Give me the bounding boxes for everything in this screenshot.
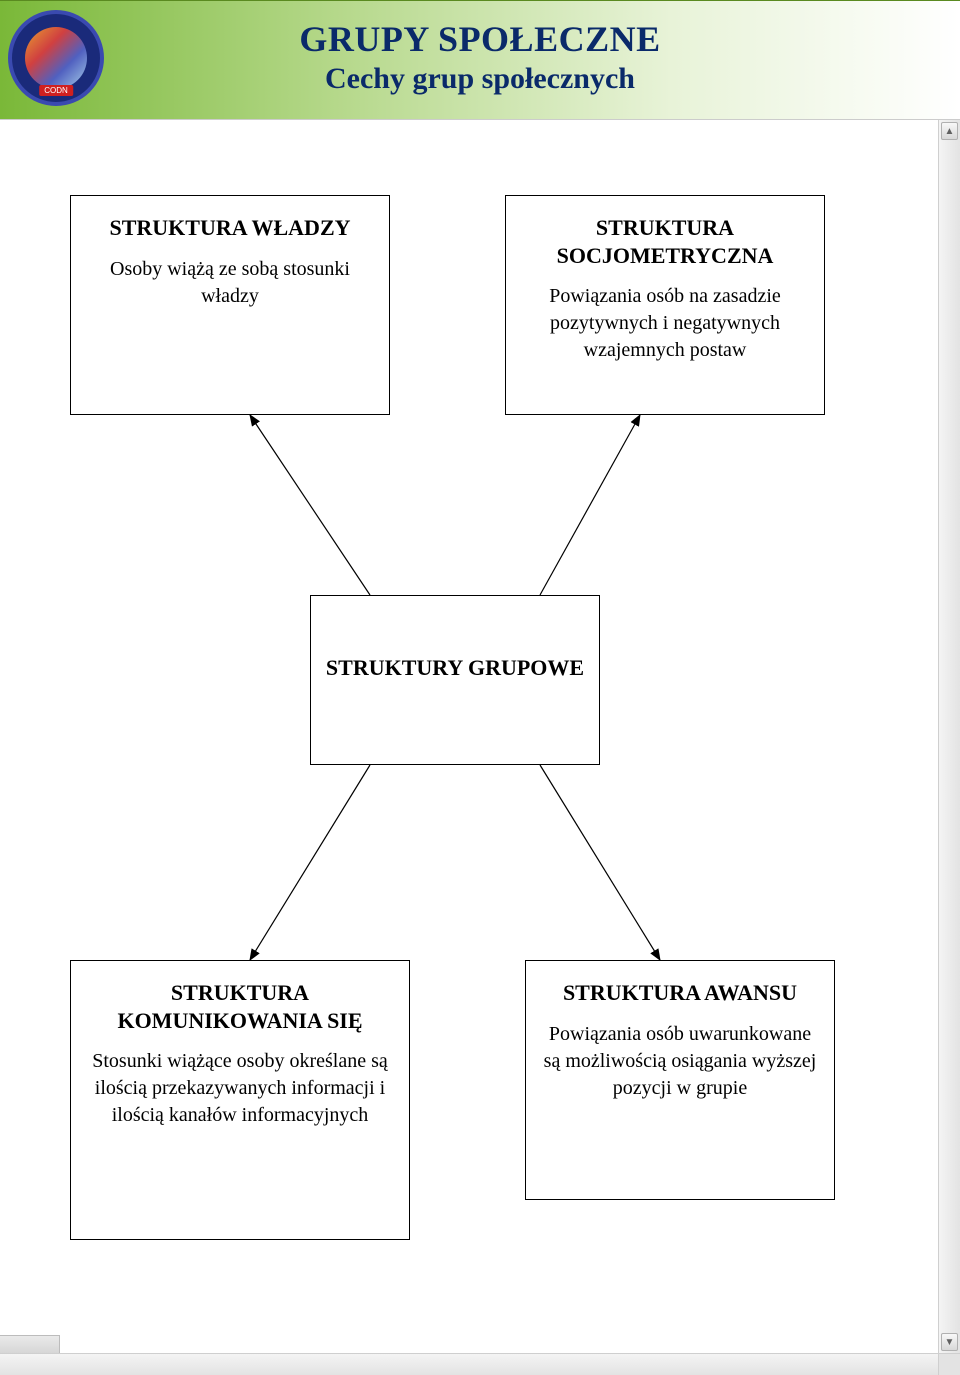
node-heading: STRUKTURA SOCJOMETRYCZNA (520, 214, 810, 269)
node-struktura-socjometryczna: STRUKTURA SOCJOMETRYCZNA Powiązania osób… (505, 195, 825, 415)
horizontal-scrollbar[interactable] (0, 1353, 938, 1375)
scroll-up-button[interactable]: ▲ (941, 122, 958, 140)
node-struktura-wladzy: STRUKTURA WŁADZY Osoby wiążą ze sobą sto… (70, 195, 390, 415)
node-struktura-awansu: STRUKTURA AWANSU Powiązania osób uwarunk… (525, 960, 835, 1200)
page-title: GRUPY SPOŁECZNE (0, 18, 960, 60)
node-heading: STRUKTURY GRUPOWE (325, 654, 585, 682)
node-heading: STRUKTURA AWANSU (540, 979, 820, 1007)
node-struktura-komunikowania: STRUKTURA KOMUNIKOWANIA SIĘ Stosunki wią… (70, 960, 410, 1240)
page: CODN GRUPY SPOŁECZNE Cechy grup społeczn… (0, 0, 960, 1375)
node-body: Osoby wiążą ze sobą stosunki władzy (85, 256, 375, 310)
scroll-corner (938, 1353, 960, 1375)
node-heading: STRUKTURA KOMUNIKOWANIA SIĘ (85, 979, 395, 1034)
chevron-down-icon: ▼ (945, 1337, 955, 1348)
node-heading: STRUKTURA WŁADZY (85, 214, 375, 242)
scroll-down-button[interactable]: ▼ (941, 1333, 958, 1351)
header-bar: CODN GRUPY SPOŁECZNE Cechy grup społeczn… (0, 0, 960, 120)
node-body: Powiązania osób uwarunkowane są możliwoś… (540, 1021, 820, 1102)
node-body: Stosunki wiążące osoby określane są iloś… (85, 1048, 395, 1129)
ruler-corner (0, 1335, 60, 1353)
chevron-up-icon: ▲ (945, 126, 955, 137)
header-titles: GRUPY SPOŁECZNE Cechy grup społecznych (0, 18, 960, 96)
vertical-scrollbar[interactable]: ▲ ▼ (938, 120, 960, 1353)
node-body: Powiązania osób na zasadzie pozytywnych … (520, 283, 810, 364)
node-struktury-grupowe: STRUKTURY GRUPOWE (310, 595, 600, 765)
page-subtitle: Cechy grup społecznych (0, 62, 960, 96)
